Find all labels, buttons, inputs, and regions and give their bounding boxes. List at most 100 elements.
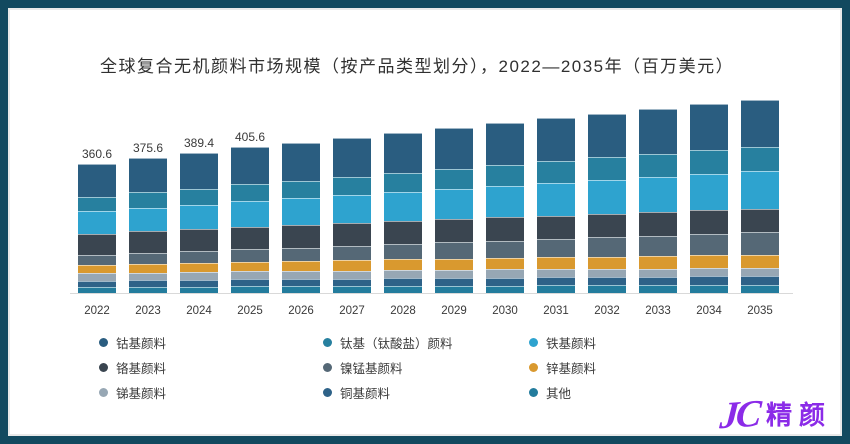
bar-segment bbox=[282, 198, 320, 226]
bar-segment bbox=[486, 185, 524, 218]
bar-segment bbox=[129, 252, 167, 264]
bar-segment bbox=[690, 276, 728, 285]
plot-area: 360.6 375.6 389.4 405.6 bbox=[70, 100, 793, 294]
bar-segment bbox=[690, 173, 728, 211]
bar-segment bbox=[231, 271, 269, 280]
bar-segment bbox=[129, 272, 167, 281]
bar-segment bbox=[639, 235, 677, 256]
bar-segment bbox=[78, 211, 116, 234]
bar-segment bbox=[78, 286, 116, 293]
bar-segment bbox=[588, 268, 626, 277]
bar-segment bbox=[741, 232, 779, 255]
legend-item: 钛基（钛酸盐）颜料 bbox=[323, 333, 529, 352]
legend-label: 镍锰基颜料 bbox=[340, 362, 403, 376]
legend-dot bbox=[99, 338, 108, 347]
bar-segment bbox=[690, 268, 728, 277]
bar-segment bbox=[333, 223, 371, 246]
bar-segment bbox=[129, 263, 167, 273]
bar-value-label: 405.6 bbox=[234, 130, 266, 145]
bar-segment bbox=[384, 270, 422, 279]
x-axis-label: 2032 bbox=[594, 305, 620, 317]
bar-segment bbox=[231, 279, 269, 287]
bar-segment bbox=[435, 269, 473, 278]
bar-2035 bbox=[741, 100, 779, 293]
bar-segment bbox=[78, 273, 116, 281]
bar-segment bbox=[180, 229, 218, 252]
legend-item: 其他 bbox=[529, 383, 596, 402]
bar-segment bbox=[231, 184, 269, 202]
legend-dot bbox=[323, 363, 332, 372]
bar-segment bbox=[588, 285, 626, 293]
legend-dot bbox=[99, 388, 108, 397]
bar-segment bbox=[384, 259, 422, 271]
bar-segment bbox=[588, 276, 626, 286]
bar-segment bbox=[486, 277, 524, 286]
bar-segment bbox=[435, 258, 473, 270]
bar-segment bbox=[333, 195, 371, 224]
bar-segment bbox=[639, 109, 677, 154]
x-axis-labels: 2022 2023 2024 2025 2026 2027 2028 2029 2030 2031… bbox=[78, 305, 779, 317]
bar-segment bbox=[486, 240, 524, 258]
bar-segment bbox=[78, 196, 116, 212]
bar-segment bbox=[486, 257, 524, 270]
bar-segment bbox=[690, 234, 728, 256]
bar-segment bbox=[78, 264, 116, 274]
bar-2031 bbox=[537, 118, 575, 293]
x-axis-label: 2029 bbox=[441, 305, 467, 317]
bar-segment bbox=[231, 261, 269, 272]
bar-segment bbox=[639, 153, 677, 177]
bar-2027 bbox=[333, 137, 371, 293]
x-axis-label: 2022 bbox=[84, 305, 110, 317]
bar-segment bbox=[282, 247, 320, 262]
bar-segment bbox=[486, 164, 524, 186]
bar-segment bbox=[78, 233, 116, 255]
legend-item: 铬基颜料 bbox=[99, 358, 323, 377]
bar-segment bbox=[180, 251, 218, 263]
bar-segment bbox=[435, 219, 473, 243]
bar-segment bbox=[333, 137, 371, 177]
bar-segment bbox=[231, 201, 269, 227]
bar-segment bbox=[537, 285, 575, 293]
bar-segment bbox=[690, 255, 728, 269]
x-axis-line bbox=[70, 293, 793, 294]
bar-segment bbox=[333, 246, 371, 261]
bar-segment bbox=[180, 188, 218, 205]
legend-dot bbox=[529, 338, 538, 347]
chart-title: 全球复合无机颜料市场规模（按产品类型划分），2022—2035年（百万美元） bbox=[100, 57, 735, 76]
bar-segment bbox=[435, 277, 473, 286]
bar-segment bbox=[639, 256, 677, 269]
bar-segment bbox=[333, 278, 371, 287]
bar-segment bbox=[129, 231, 167, 253]
bar-segment bbox=[435, 285, 473, 293]
bar-segment bbox=[690, 104, 728, 151]
bar-segment bbox=[333, 176, 371, 196]
bar-segment bbox=[435, 127, 473, 169]
bar-2028 bbox=[384, 132, 422, 293]
bar-segment bbox=[180, 286, 218, 293]
bar-segment bbox=[333, 286, 371, 293]
bar-segment bbox=[384, 172, 422, 192]
legend-dot bbox=[529, 363, 538, 372]
bar-segment bbox=[384, 285, 422, 293]
bar-segment bbox=[333, 270, 371, 279]
x-axis-label: 2033 bbox=[645, 305, 671, 317]
bar-value-label: 389.4 bbox=[183, 136, 215, 151]
legend-label: 钴基颜料 bbox=[116, 337, 167, 351]
legend-label: 铬基颜料 bbox=[116, 362, 167, 376]
legend-label: 钛基（钛酸盐）颜料 bbox=[340, 337, 453, 351]
bar-segment bbox=[486, 122, 524, 165]
bar-segment bbox=[741, 100, 779, 147]
bar-segment bbox=[639, 176, 677, 213]
x-axis-label: 2034 bbox=[696, 305, 722, 317]
bar-segment bbox=[282, 225, 320, 248]
legend-label: 锌基颜料 bbox=[546, 362, 597, 376]
legend-label: 铜基颜料 bbox=[340, 387, 391, 401]
bars-container: 360.6 375.6 389.4 405.6 bbox=[78, 100, 779, 293]
bar-segment bbox=[690, 150, 728, 174]
bar-segment bbox=[741, 254, 779, 269]
bar-segment bbox=[639, 285, 677, 293]
x-axis-label: 2025 bbox=[237, 305, 263, 317]
bar-segment bbox=[129, 192, 167, 208]
bar-segment bbox=[231, 226, 269, 250]
